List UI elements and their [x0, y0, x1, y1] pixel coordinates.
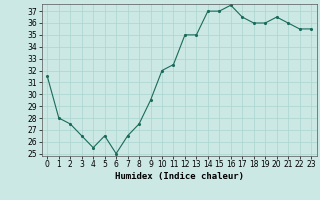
X-axis label: Humidex (Indice chaleur): Humidex (Indice chaleur) [115, 172, 244, 181]
